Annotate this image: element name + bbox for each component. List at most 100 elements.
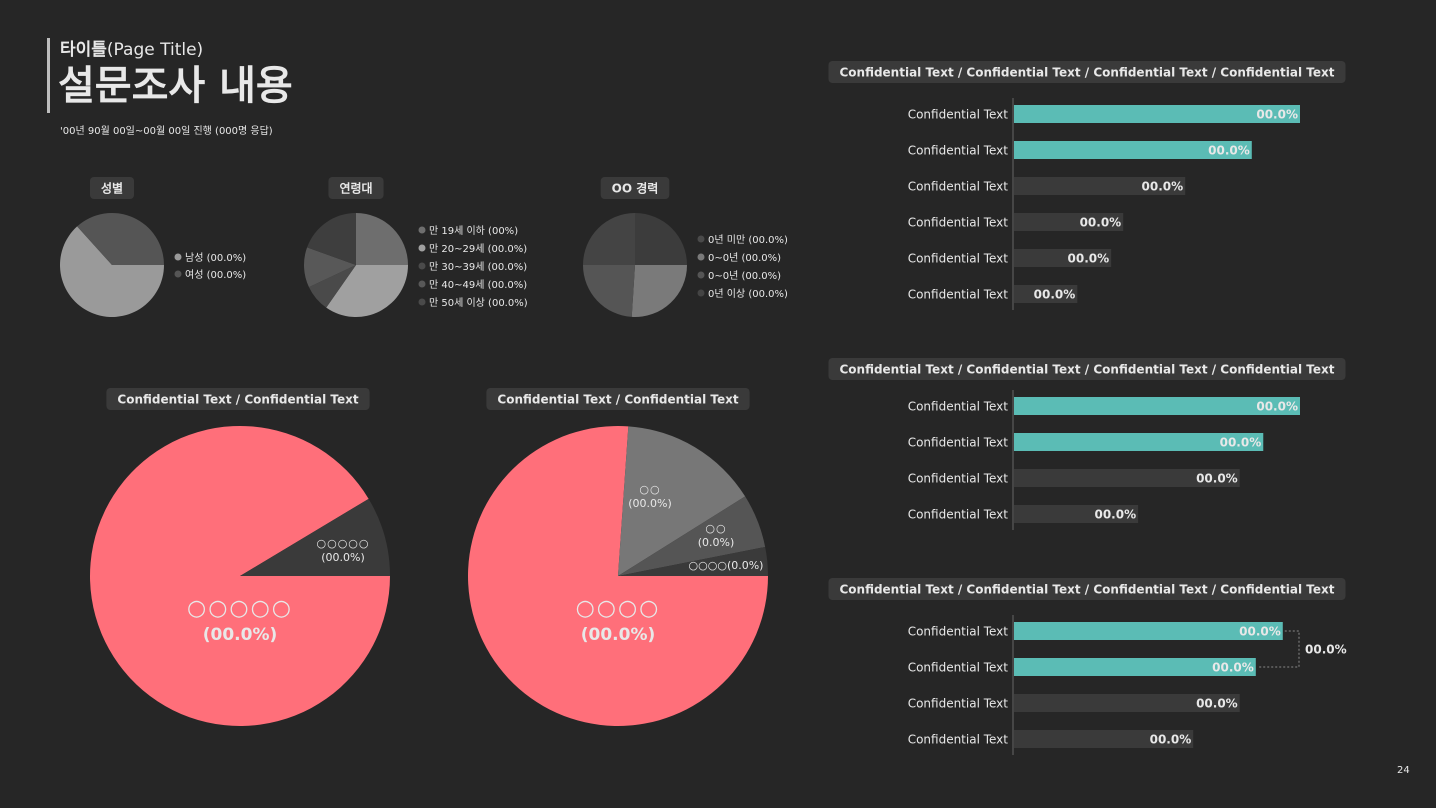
legend-label: 0~0년 (00.0%) bbox=[708, 270, 781, 282]
bar-value-label: 00.0% bbox=[1196, 472, 1238, 486]
bar bbox=[1014, 285, 1078, 303]
legend-label: 만 30~39세 (00.0%) bbox=[429, 261, 527, 273]
bar bbox=[1014, 141, 1252, 159]
chip-title: Confidential Text / Confidential Text / … bbox=[839, 363, 1334, 377]
title-accent bbox=[47, 38, 50, 113]
slice-name: ○○ bbox=[639, 483, 660, 496]
bar-value-label: 00.0% bbox=[1208, 144, 1250, 158]
legend-label: 만 40~49세 (00.0%) bbox=[429, 279, 527, 291]
slice-name: ○○○○ bbox=[689, 559, 727, 572]
bar-value-label: 00.0% bbox=[1256, 108, 1298, 122]
chip-bg bbox=[600, 177, 670, 199]
legend-label: 여성 (00.0%) bbox=[185, 269, 246, 281]
chip-title: 연령대 bbox=[339, 181, 372, 196]
category-label: Confidential Text bbox=[908, 472, 1009, 486]
category-label: Confidential Text bbox=[908, 400, 1009, 414]
chip-bg bbox=[828, 61, 1346, 83]
legend-dot bbox=[174, 253, 182, 261]
bar bbox=[1014, 213, 1124, 231]
chip-bg bbox=[328, 177, 384, 199]
page-number: 24 bbox=[1397, 765, 1410, 776]
bar-value-label: 00.0% bbox=[1196, 697, 1238, 711]
chip-bg bbox=[828, 358, 1346, 380]
category-label: Confidential Text bbox=[908, 252, 1009, 266]
pie-slice bbox=[304, 247, 356, 288]
bar-value-label: 00.0% bbox=[1034, 288, 1076, 302]
bar-value-label: 00.0% bbox=[1212, 661, 1254, 675]
kicker: 타이틀 bbox=[60, 40, 107, 60]
bar bbox=[1014, 433, 1264, 451]
chip-bg bbox=[828, 578, 1346, 600]
bar bbox=[1014, 658, 1256, 676]
legend-dot bbox=[697, 271, 705, 279]
pie-slice bbox=[90, 426, 391, 727]
bar-value-label: 00.0% bbox=[1239, 625, 1281, 639]
pie-slice bbox=[618, 546, 768, 576]
chip-title: Confidential Text / Confidential Text / … bbox=[839, 66, 1334, 80]
page-kicker: 타이틀(Page Title) bbox=[60, 40, 203, 60]
chip-title: Confidential Text / Confidential Text bbox=[117, 393, 358, 407]
chip-title: 성별 bbox=[101, 181, 123, 196]
legend-label: 만 50세 이상 (00.0%) bbox=[429, 297, 528, 309]
slice-name: ○○ bbox=[705, 522, 726, 535]
pie-slice bbox=[583, 213, 635, 265]
category-label: Confidential Text bbox=[908, 661, 1009, 675]
annotation: 00.0% bbox=[1305, 643, 1347, 657]
bar bbox=[1014, 249, 1112, 267]
slice-value-label: (00.0%) bbox=[321, 551, 365, 564]
bracket bbox=[1257, 630, 1300, 668]
legend-dot bbox=[418, 262, 426, 270]
slice-value-label: (00.0%) bbox=[628, 497, 672, 510]
category-label: Confidential Text bbox=[908, 180, 1009, 194]
slice-value-label: (00.0%) bbox=[203, 625, 278, 645]
bar-value-label: 00.0% bbox=[1068, 252, 1110, 266]
chip-bg bbox=[106, 388, 370, 410]
bar bbox=[1014, 177, 1186, 195]
legend-dot bbox=[418, 244, 426, 252]
legend-label: 0년 이상 (00.0%) bbox=[708, 288, 788, 300]
slice-value-label: (0.0%) bbox=[727, 559, 764, 572]
chip-bg bbox=[486, 388, 750, 410]
page-title: 설문조사 내용 bbox=[58, 63, 293, 109]
chip-title: Confidential Text / Confidential Text bbox=[497, 393, 738, 407]
bar bbox=[1014, 505, 1139, 523]
bar bbox=[1014, 397, 1300, 415]
pie-slice bbox=[59, 226, 164, 318]
legend-dot bbox=[418, 280, 426, 288]
kicker-sub: (Page Title) bbox=[107, 40, 203, 60]
category-label: Confidential Text bbox=[908, 508, 1009, 522]
legend-label: 만 20~29세 (00.0%) bbox=[429, 243, 527, 255]
subtitle: '00년 90월 00일~00월 00일 진행 (000명 응답) bbox=[60, 125, 273, 137]
slice-name: ○○○○○ bbox=[317, 537, 370, 550]
pie-slice bbox=[618, 426, 746, 576]
bar-value-label: 00.0% bbox=[1094, 508, 1136, 522]
chip-title: Confidential Text / Confidential Text / … bbox=[839, 583, 1334, 597]
bar bbox=[1014, 469, 1240, 487]
bar-value-label: 00.0% bbox=[1142, 180, 1184, 194]
bar bbox=[1014, 694, 1240, 712]
legend-dot bbox=[174, 270, 182, 278]
slice-value-label: (00.0%) bbox=[581, 625, 656, 645]
slice-name: ○○○○ bbox=[576, 596, 661, 621]
category-label: Confidential Text bbox=[908, 216, 1009, 230]
legend-label: 0년 미만 (00.0%) bbox=[708, 234, 788, 246]
chip-bg bbox=[89, 177, 135, 199]
bar bbox=[1014, 622, 1283, 640]
chip-title: OO 경력 bbox=[612, 182, 659, 196]
category-label: Confidential Text bbox=[908, 733, 1009, 747]
slice-name: ○○○○○ bbox=[187, 596, 293, 621]
legend-dot bbox=[697, 289, 705, 297]
category-label: Confidential Text bbox=[908, 108, 1009, 122]
pie-slice bbox=[308, 265, 356, 308]
legend-dot bbox=[418, 298, 426, 306]
legend-dot bbox=[697, 253, 705, 261]
bar-value-label: 00.0% bbox=[1220, 436, 1262, 450]
bar-value-label: 00.0% bbox=[1080, 216, 1122, 230]
slice-label: ○○○○(0.0%) bbox=[689, 559, 764, 572]
bar bbox=[1014, 730, 1194, 748]
legend-label: 남성 (00.0%) bbox=[185, 252, 246, 264]
category-label: Confidential Text bbox=[908, 144, 1009, 158]
pie-slice bbox=[240, 498, 390, 576]
